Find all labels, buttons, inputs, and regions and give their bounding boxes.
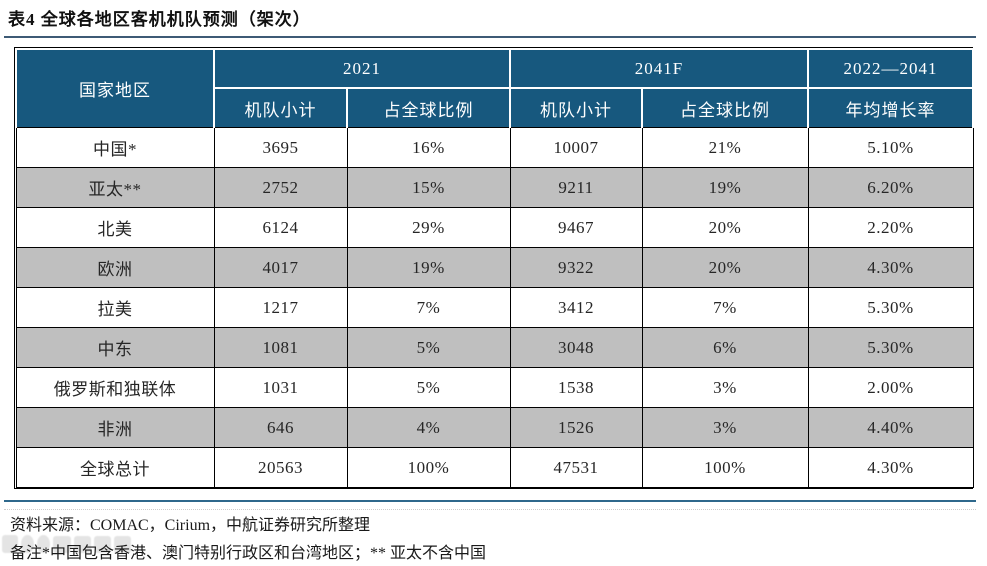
value-cell: 4017: [213, 247, 348, 288]
value-cell: 5.10%: [807, 127, 974, 168]
region-cell: 中国*: [15, 127, 215, 168]
header-group-2041f: 2041F: [509, 48, 809, 89]
value-cell: 100%: [641, 447, 809, 488]
value-cell: 1081: [213, 327, 348, 368]
value-cell: 2.20%: [807, 207, 974, 248]
value-cell: 5.30%: [807, 287, 974, 328]
value-cell: 4.40%: [807, 407, 974, 448]
value-cell: 6%: [641, 327, 809, 368]
value-cell: 6124: [213, 207, 348, 248]
table-row: 俄罗斯和独联体 1031 5% 1538 3% 2.00%: [15, 367, 974, 408]
value-cell: 7%: [641, 287, 809, 328]
value-cell: 20%: [641, 247, 809, 288]
value-cell: 3695: [213, 127, 348, 168]
region-cell: 全球总计: [15, 447, 215, 488]
value-cell: 5%: [346, 327, 511, 368]
region-cell: 欧洲: [15, 247, 215, 288]
table-header: 国家地区 2021 2041F 2022—2041 机队小计 占全球比例 机队小…: [15, 48, 974, 128]
value-cell: 1031: [213, 367, 348, 408]
region-cell: 拉美: [15, 287, 215, 328]
value-cell: 1538: [509, 367, 643, 408]
value-cell: 9467: [509, 207, 643, 248]
table-row: 中国* 3695 16% 10007 21% 5.10%: [15, 127, 974, 168]
table-row: 非洲 646 4% 1526 3% 4.40%: [15, 407, 974, 448]
value-cell: 47531: [509, 447, 643, 488]
value-cell: 7%: [346, 287, 511, 328]
header-fleet-subtotal-2021: 机队小计: [213, 87, 348, 128]
region-cell: 中东: [15, 327, 215, 368]
table-row: 中东 1081 5% 3048 6% 5.30%: [15, 327, 974, 368]
region-cell: 非洲: [15, 407, 215, 448]
value-cell: 4.30%: [807, 447, 974, 488]
title-divider: [4, 36, 976, 38]
value-cell: 646: [213, 407, 348, 448]
value-cell: 9322: [509, 247, 643, 288]
footer-divider: [4, 500, 976, 502]
region-cell: 北美: [15, 207, 215, 248]
value-cell: 5.30%: [807, 327, 974, 368]
header-group-row: 国家地区 2021 2041F 2022—2041: [15, 48, 974, 128]
header-sub-row: 机队小计 占全球比例 机队小计 占全球比例 年均增长率: [16, 87, 974, 128]
header-global-share-2041: 占全球比例: [641, 87, 809, 128]
footer-dotted-divider: [4, 509, 976, 510]
header-group-2021: 2021: [213, 48, 511, 89]
fleet-forecast-table-wrap: 国家地区 2021 2041F 2022—2041 机队小计 占全球比例 机队小…: [14, 47, 974, 489]
value-cell: 3%: [641, 367, 809, 408]
value-cell: 19%: [641, 167, 809, 208]
header-group-period: 2022—2041: [807, 48, 974, 89]
watermark: [2, 532, 157, 556]
value-cell: 29%: [346, 207, 511, 248]
value-cell: 20%: [641, 207, 809, 248]
value-cell: 2.00%: [807, 367, 974, 408]
value-cell: 6.20%: [807, 167, 974, 208]
table-row: 北美 6124 29% 9467 20% 2.20%: [15, 207, 974, 248]
region-cell: 亚太**: [15, 167, 215, 208]
value-cell: 20563: [213, 447, 348, 488]
value-cell: 21%: [641, 127, 809, 168]
value-cell: 10007: [509, 127, 643, 168]
value-cell: 9211: [509, 167, 643, 208]
value-cell: 1217: [213, 287, 348, 328]
header-cagr: 年均增长率: [807, 87, 974, 128]
table-row: 全球总计 20563 100% 47531 100% 4.30%: [15, 447, 974, 488]
value-cell: 4%: [346, 407, 511, 448]
table-body: 中国* 3695 16% 10007 21% 5.10% 亚太** 2752 15% 9211 19…: [15, 127, 974, 488]
value-cell: 19%: [346, 247, 511, 288]
footnote: 备注*中国包含香港、澳门特别行政区和台湾地区；** 亚太不含中国: [10, 545, 487, 562]
table-row: 拉美 1217 7% 3412 7% 5.30%: [15, 287, 974, 328]
value-cell: 5%: [346, 367, 511, 408]
region-cell: 俄罗斯和独联体: [15, 367, 215, 408]
header-fleet-subtotal-2041: 机队小计: [509, 87, 643, 128]
value-cell: 3048: [509, 327, 643, 368]
value-cell: 2752: [213, 167, 348, 208]
value-cell: 3%: [641, 407, 809, 448]
value-cell: 3412: [509, 287, 643, 328]
source-note: 资料来源：COMAC，Cirium，中航证券研究所整理: [10, 517, 371, 534]
value-cell: 1526: [509, 407, 643, 448]
value-cell: 4.30%: [807, 247, 974, 288]
table-row: 欧洲 4017 19% 9322 20% 4.30%: [15, 247, 974, 288]
table-row: 亚太** 2752 15% 9211 19% 6.20%: [15, 167, 974, 208]
page-title: 表4 全球各地区客机机队预测（架次）: [8, 10, 311, 29]
value-cell: 16%: [346, 127, 511, 168]
fleet-forecast-table: 国家地区 2021 2041F 2022—2041 机队小计 占全球比例 机队小…: [15, 48, 974, 488]
header-global-share-2021: 占全球比例: [346, 87, 511, 128]
value-cell: 15%: [346, 167, 511, 208]
header-region: 国家地区: [15, 48, 215, 128]
value-cell: 100%: [346, 447, 511, 488]
